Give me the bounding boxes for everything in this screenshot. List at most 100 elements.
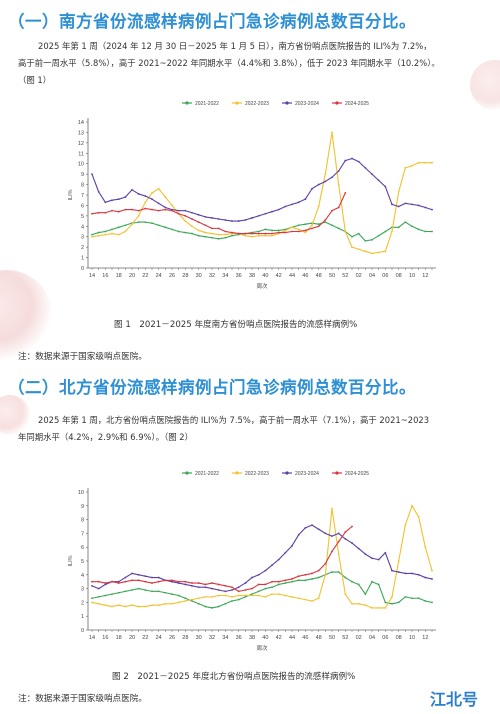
- data-point: [184, 209, 187, 212]
- data-point: [197, 602, 200, 605]
- data-point: [151, 590, 153, 593]
- data-point: [251, 576, 253, 579]
- y-tick-label: 0: [81, 266, 84, 272]
- data-point: [377, 251, 380, 254]
- data-point: [284, 231, 287, 234]
- data-point: [311, 524, 313, 527]
- data-point: [131, 589, 133, 591]
- x-tick-label: 52: [342, 635, 348, 641]
- data-point: [211, 217, 213, 219]
- series-line-2021-2022: [91, 221, 432, 242]
- data-point: [337, 540, 340, 543]
- x-tick-label: 36: [236, 273, 242, 279]
- data-point: [371, 580, 373, 583]
- data-point: [411, 164, 413, 167]
- data-point: [97, 602, 100, 605]
- y-tick-label: 5: [81, 214, 84, 220]
- x-tick-label: 34: [222, 273, 228, 279]
- data-point: [264, 228, 267, 231]
- data-point: [397, 560, 400, 562]
- data-point: [371, 252, 373, 255]
- data-point: [337, 206, 340, 209]
- data-point: [284, 594, 287, 597]
- data-point: [317, 528, 320, 531]
- data-point: [191, 225, 193, 228]
- data-point: [277, 229, 280, 232]
- data-point: [397, 226, 400, 229]
- data-point: [117, 580, 120, 583]
- y-tick-label: 2: [81, 600, 84, 606]
- data-point: [331, 535, 333, 538]
- data-point: [364, 593, 367, 596]
- data-point: [277, 580, 280, 583]
- y-tick-label: 9: [81, 172, 84, 178]
- data-point: [217, 594, 220, 597]
- legend-marker: [235, 471, 239, 475]
- data-point: [417, 573, 420, 576]
- data-point: [111, 593, 113, 596]
- data-point: [391, 203, 393, 206]
- data-point: [344, 538, 347, 540]
- legend-label: 2024-2025: [345, 101, 369, 107]
- data-point: [204, 583, 207, 586]
- data-point: [124, 230, 127, 233]
- data-point: [364, 250, 367, 253]
- data-point: [191, 211, 193, 214]
- data-point: [364, 166, 367, 169]
- series-line-2023-2024: [91, 157, 433, 222]
- data-point: [157, 209, 160, 212]
- data-point: [324, 221, 327, 224]
- x-tick-label: 44: [289, 635, 295, 641]
- data-point: [244, 234, 247, 237]
- x-tick-label: 02: [356, 273, 362, 279]
- data-point: [384, 230, 387, 233]
- data-point: [104, 582, 107, 584]
- x-tick-label: 46: [302, 273, 308, 279]
- data-point: [164, 208, 167, 211]
- data-point: [144, 575, 147, 578]
- legend-marker: [285, 101, 289, 105]
- y-tick-label: 5: [81, 559, 84, 565]
- data-point: [417, 597, 420, 600]
- data-point: [104, 211, 107, 214]
- y-tick-label: 1: [81, 614, 84, 620]
- x-tick-label: 40: [262, 273, 268, 279]
- data-point: [351, 235, 353, 238]
- data-point: [91, 601, 93, 604]
- data-point: [211, 607, 213, 609]
- data-point: [191, 600, 193, 602]
- data-point: [124, 580, 127, 583]
- data-point: [111, 232, 113, 235]
- data-point: [424, 230, 427, 233]
- data-point: [144, 605, 147, 608]
- legend-label: 2022-2023: [245, 471, 269, 477]
- x-axis-label: 周次: [256, 644, 268, 652]
- x-tick-label: 50: [329, 635, 335, 641]
- data-point: [344, 531, 347, 533]
- data-point: [431, 601, 433, 604]
- data-point: [197, 229, 200, 232]
- data-point: [97, 587, 100, 590]
- data-point: [271, 234, 273, 237]
- data-point: [137, 587, 140, 590]
- data-point: [317, 569, 320, 572]
- data-point: [397, 571, 400, 573]
- section2-heading: （二）北方省份流感样病例占门急诊病例总数百分比。: [8, 378, 416, 397]
- data-point: [251, 217, 253, 219]
- data-point: [424, 206, 427, 209]
- data-point: [297, 575, 300, 578]
- data-point: [344, 576, 347, 579]
- data-point: [171, 602, 173, 605]
- y-tick-label: 10: [78, 162, 84, 168]
- data-point: [424, 576, 427, 579]
- data-point: [231, 231, 233, 234]
- data-point: [344, 192, 347, 194]
- data-point: [357, 583, 360, 586]
- data-point: [211, 595, 213, 598]
- data-point: [177, 582, 180, 584]
- data-point: [391, 595, 393, 598]
- data-point: [404, 202, 407, 205]
- chart-south: 0 1 2 3 4 5 6 7 8 9 10 11 12 13 14 14 16 18 20 22 24 26 28 30 32…: [64, 92, 444, 300]
- data-point: [177, 594, 180, 597]
